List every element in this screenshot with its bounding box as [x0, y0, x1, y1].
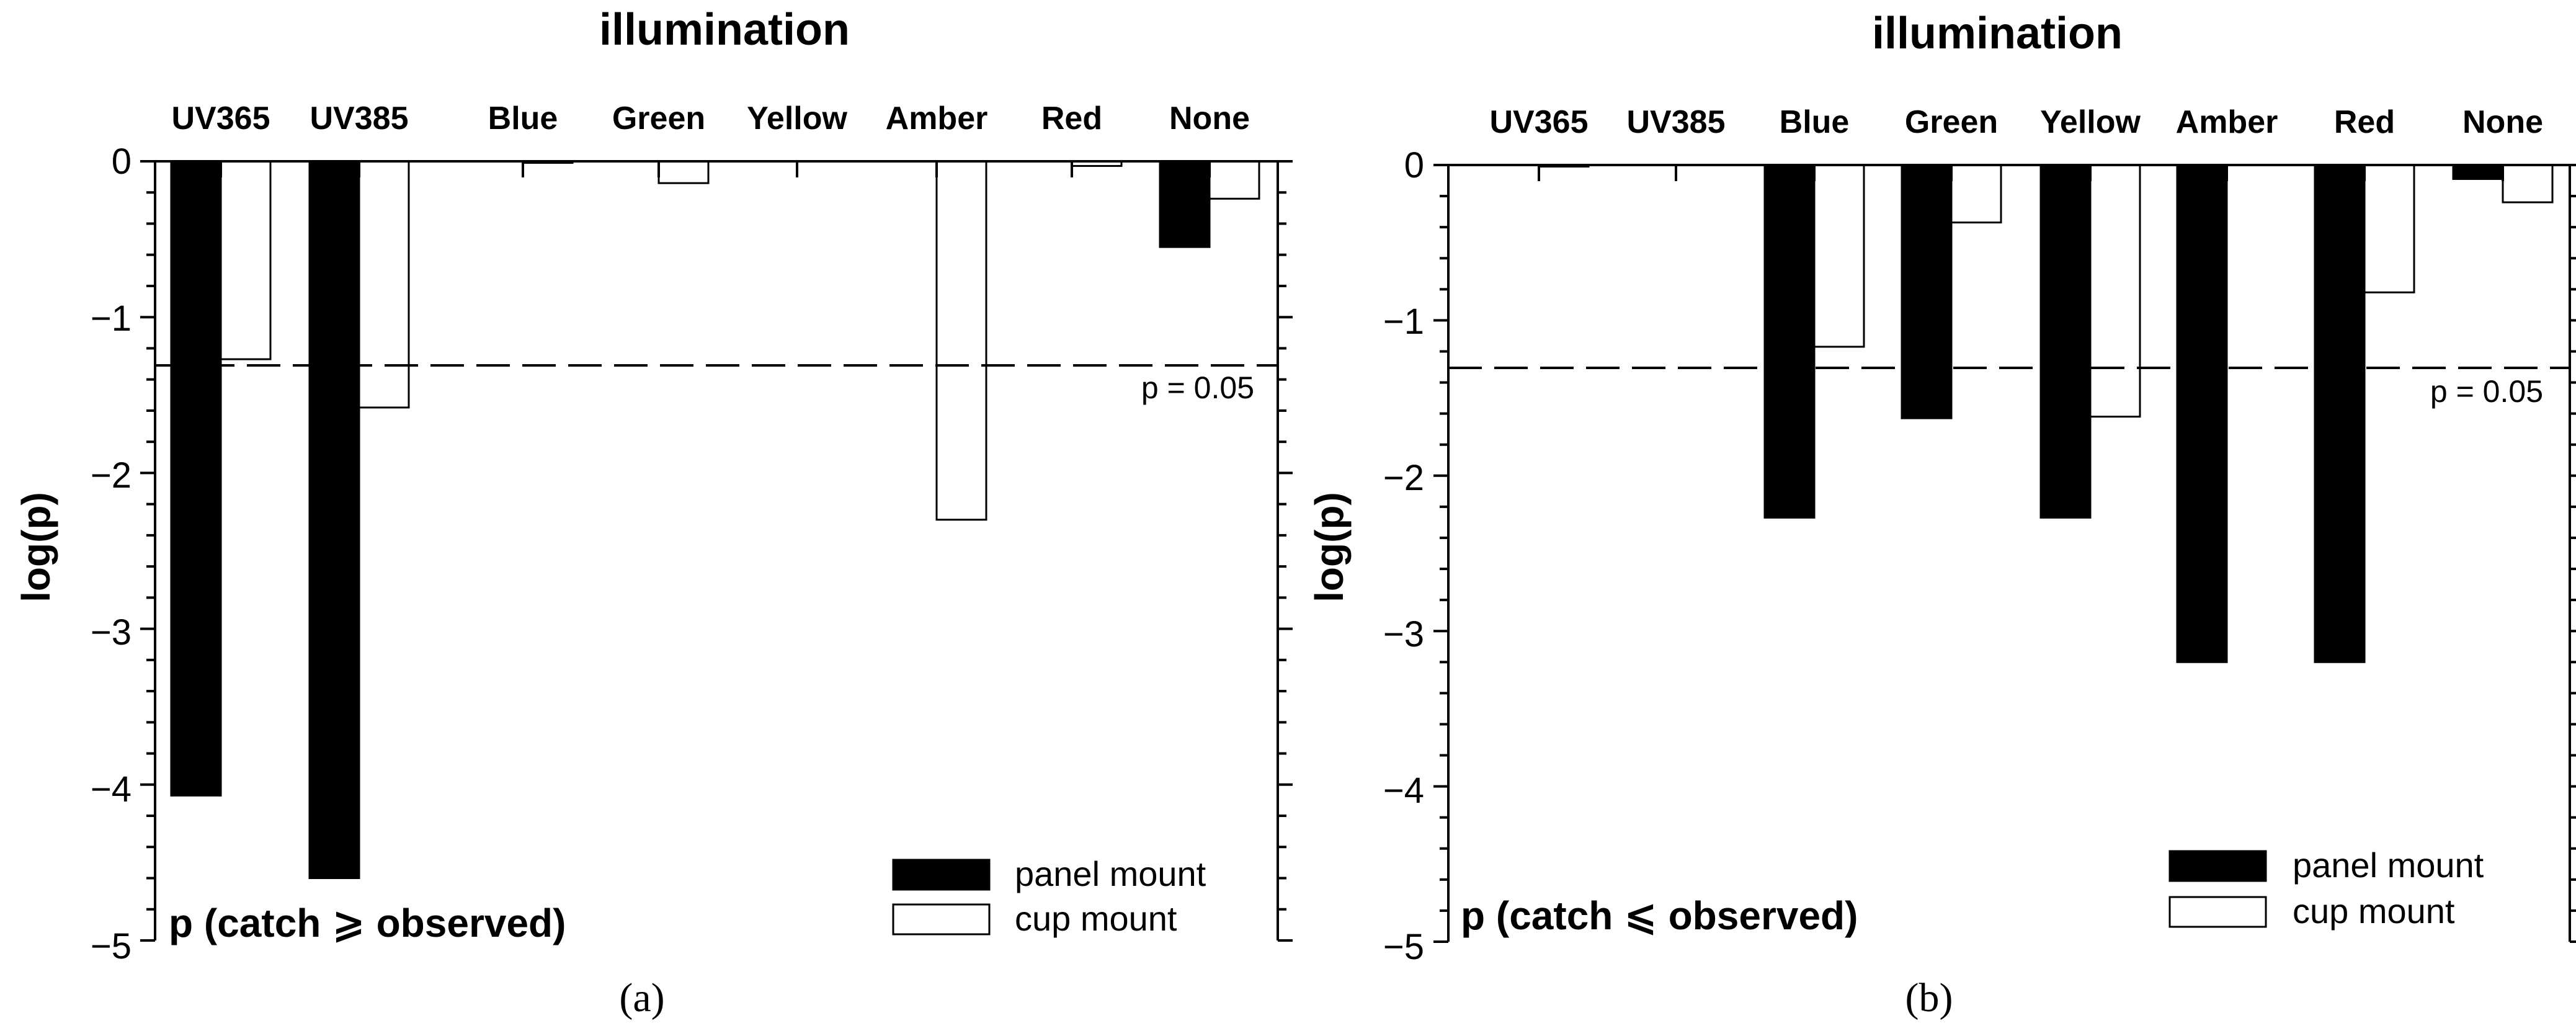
category-label: None: [1169, 100, 1250, 136]
bar-panel-mount-Blue: [1763, 164, 1816, 519]
chart-note-a: p (catch ⩾ observed): [169, 901, 566, 945]
bar-cup-mount-Green: [657, 160, 710, 184]
category-label: Red: [1041, 100, 1102, 136]
y-tick-label: −5: [91, 926, 131, 967]
chart-title-a: illumination: [599, 5, 850, 55]
y-tick-label: −1: [1383, 301, 1424, 342]
panel-label-b: (b): [1905, 975, 1953, 1020]
y-tick-label: −5: [1383, 927, 1424, 967]
legend-swatch-cup-mount: [2168, 896, 2267, 928]
panel-label-a: (a): [619, 975, 664, 1020]
category-label: UV365: [1490, 104, 1589, 140]
bar-panel-mount-Yellow: [2039, 164, 2092, 519]
legend-swatch-panel-mount: [892, 859, 991, 891]
bars-a: [170, 160, 1260, 880]
bar-panel-mount-UV385: [308, 160, 360, 880]
bar-cup-mount-Yellow: [2089, 164, 2141, 418]
category-label: Yellow: [747, 100, 847, 136]
bar-cup-mount-UV365: [220, 160, 272, 360]
bar-cup-mount-UV385: [358, 160, 410, 409]
category-label: Yellow: [2040, 104, 2141, 140]
category-label: Blue: [488, 100, 558, 136]
bar-cup-mount-Green: [1950, 164, 2002, 224]
legend-a: panel mount cup mount: [892, 854, 1206, 938]
y-tick-label: 0: [1404, 145, 1424, 185]
legend-label: cup mount: [1015, 899, 1177, 938]
category-label: UV385: [310, 100, 409, 136]
legend-label: panel mount: [2293, 846, 2484, 885]
legend-label: panel mount: [1015, 854, 1206, 893]
legend-label: cup mount: [2293, 891, 2455, 931]
panel-b: illumination log(p) 0 −1 −2 −3 −4 −5 UV3…: [1307, 9, 2576, 1020]
bar-cup-mount-Blue: [1813, 164, 1865, 348]
y-axis-label-b: log(p): [1307, 492, 1352, 602]
category-label: Amber: [886, 100, 988, 136]
bar-panel-mount-Amber: [2176, 164, 2228, 663]
chart-note-b: p (catch ⩽ observed): [1461, 893, 1858, 938]
chart-title-b: illumination: [1872, 9, 2123, 58]
y-tick-label: −2: [1383, 458, 1424, 498]
ticks-b: [1433, 164, 2576, 943]
y-tick-label: 0: [112, 141, 131, 182]
y-tick-label: −2: [91, 455, 131, 496]
panel-a: illumination log(p) 0 −1 −2 −3 −4 −5 UV3…: [14, 5, 1293, 1020]
legend-b: panel mount cup mount: [2168, 846, 2484, 931]
bar-cup-mount-Amber: [935, 160, 987, 521]
ticks-a: [140, 160, 1293, 942]
reference-line-label-b: p = 0.05: [2430, 374, 2543, 409]
y-tick-label: −3: [91, 612, 131, 653]
reference-line-label-a: p = 0.05: [1141, 370, 1254, 405]
bar-panel-mount-UV365: [170, 160, 222, 797]
y-ticklabels-a: 0 −1 −2 −3 −4 −5: [91, 141, 131, 967]
legend-swatch-cup-mount: [892, 903, 991, 936]
bar-cup-mount-None: [2502, 164, 2554, 203]
category-label: Red: [2334, 104, 2395, 140]
bar-panel-mount-None: [1159, 160, 1211, 248]
category-labels-b: UV365 UV385 Blue Green Yellow Amber Red …: [1490, 104, 2544, 140]
legend-swatch-panel-mount: [2168, 850, 2267, 882]
bar-cup-mount-None: [1208, 160, 1260, 200]
category-label: Green: [1905, 104, 1998, 140]
bars-b: [1538, 164, 2554, 663]
bar-panel-mount-Green: [1901, 164, 1953, 419]
y-tick-label: −3: [1383, 614, 1424, 654]
y-axis-label-a: log(p): [14, 492, 58, 602]
category-label: UV385: [1627, 104, 1726, 140]
category-label: Blue: [1780, 104, 1850, 140]
y-tick-label: −4: [1383, 770, 1424, 811]
category-label: UV365: [172, 100, 270, 136]
y-tick-label: −4: [91, 769, 131, 810]
y-tick-label: −1: [91, 298, 131, 339]
y-ticklabels-b: 0 −1 −2 −3 −4 −5: [1383, 145, 1424, 967]
bar-cup-mount-Red: [2363, 164, 2415, 293]
bar-panel-mount-Red: [2314, 164, 2366, 663]
bar-panel-mount-None: [2452, 164, 2504, 181]
category-label: Green: [612, 100, 705, 136]
category-label: None: [2462, 104, 2543, 140]
category-label: Amber: [2176, 104, 2278, 140]
category-labels-a: UV365 UV385 Blue Green Yellow Amber Red …: [172, 100, 1250, 136]
